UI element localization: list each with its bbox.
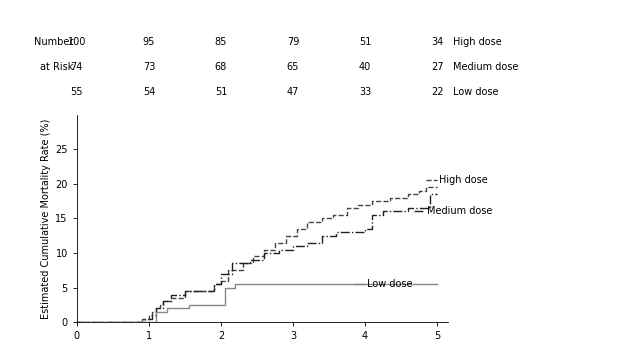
Text: 34: 34 <box>431 37 444 47</box>
Text: 51: 51 <box>359 37 371 47</box>
Text: Number: Number <box>34 37 74 47</box>
Text: 51: 51 <box>215 87 227 97</box>
Text: 95: 95 <box>143 37 155 47</box>
Y-axis label: Estimated Cumulative Mortality Rate (%): Estimated Cumulative Mortality Rate (%) <box>41 118 51 319</box>
Text: 40: 40 <box>359 62 371 72</box>
Text: 74: 74 <box>70 62 83 72</box>
Text: 47: 47 <box>287 87 300 97</box>
Text: Low dose: Low dose <box>453 87 499 97</box>
Text: ── High dose: ── High dose <box>0 357 1 358</box>
Text: 79: 79 <box>287 37 300 47</box>
Text: 100: 100 <box>68 37 86 47</box>
Text: 27: 27 <box>431 62 444 72</box>
Text: 54: 54 <box>143 87 155 97</box>
Text: 73: 73 <box>143 62 155 72</box>
Text: at Risk: at Risk <box>40 62 74 72</box>
Text: 85: 85 <box>215 37 227 47</box>
Text: Medium dose: Medium dose <box>427 207 492 217</box>
Text: 65: 65 <box>287 62 300 72</box>
Text: 68: 68 <box>215 62 227 72</box>
Text: 33: 33 <box>359 87 371 97</box>
Text: High dose: High dose <box>439 175 488 185</box>
Text: ─── Low dose: ─── Low dose <box>0 357 1 358</box>
Text: 55: 55 <box>70 87 83 97</box>
Text: Medium dose: Medium dose <box>453 62 518 72</box>
Text: ─·─ Medium dose: ─·─ Medium dose <box>0 357 1 358</box>
Text: Low dose: Low dose <box>367 279 413 289</box>
Text: 22: 22 <box>431 87 444 97</box>
Text: High dose: High dose <box>453 37 502 47</box>
